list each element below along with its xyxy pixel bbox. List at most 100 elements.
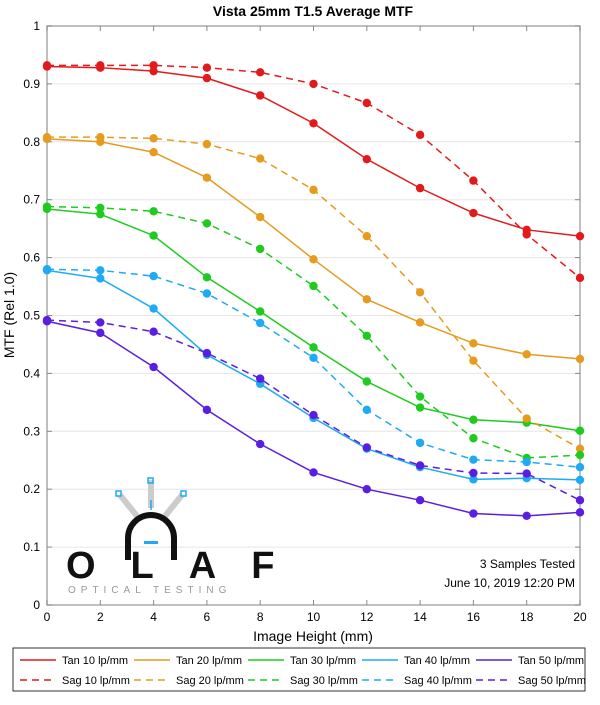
logo-name: OLAF [66, 545, 309, 587]
data-point [575, 231, 585, 241]
x-tick-label: 2 [97, 610, 104, 624]
y-tick-label: 0.1 [23, 540, 40, 554]
data-point [575, 426, 585, 435]
series-line [46, 269, 581, 481]
data-point [362, 377, 371, 386]
data-point [415, 288, 425, 297]
y-tick-label: 0.9 [23, 77, 40, 91]
x-tick-label: 14 [413, 610, 427, 624]
chart-title: Vista 25mm T1.5 Average MTF [213, 3, 414, 19]
x-tick-label: 18 [520, 610, 534, 624]
x-tick-label: 8 [257, 610, 264, 624]
series-line [46, 138, 581, 360]
data-point [42, 264, 52, 274]
logo-tagline: OPTICAL TESTING [68, 585, 231, 596]
data-point [149, 304, 158, 313]
y-tick-label: 0.5 [23, 309, 40, 323]
olaf-logo: OLAF OPTICAL TESTING [66, 477, 309, 596]
data-point [362, 231, 371, 241]
data-point [42, 315, 52, 325]
data-point [96, 318, 105, 327]
series-line [46, 205, 581, 459]
legend-entry: Tan 20 lp/mm [176, 655, 242, 667]
annotation-samples: 3 Samples Tested [480, 557, 575, 571]
legend-entry: Tan 10 lp/mm [62, 655, 128, 667]
series-sag-20-lp-mm [42, 132, 585, 453]
series-line [46, 208, 581, 432]
series-tan-30-lp-mm [42, 204, 585, 435]
data-point [202, 173, 212, 182]
data-point [256, 68, 265, 77]
legend-entry: Tan 30 lp/mm [290, 655, 356, 667]
y-tick-label: 0 [33, 598, 40, 612]
data-point [149, 61, 158, 70]
legend-entry: Sag 20 lp/mm [176, 675, 244, 687]
data-point [149, 271, 158, 281]
data-point [256, 318, 265, 328]
axis-ticks: 00.10.20.30.40.50.60.70.80.910 2 4 6 8 10 12 14… [23, 19, 587, 624]
series-tan-40-lp-mm [42, 266, 585, 485]
series-sag-40-lp-mm [42, 264, 585, 472]
data-point [309, 79, 318, 89]
data-point [469, 176, 478, 185]
data-point [362, 405, 371, 415]
data-point [96, 132, 105, 142]
data-point [309, 468, 318, 477]
data-point [415, 130, 425, 140]
series-tan-20-lp-mm [42, 134, 585, 364]
data-point [415, 392, 425, 401]
data-point [575, 508, 585, 517]
data-point [256, 212, 265, 222]
data-point [96, 203, 105, 213]
data-point [309, 343, 318, 352]
data-point [149, 327, 158, 336]
data-point [469, 356, 478, 365]
data-point [42, 61, 52, 70]
x-tick-label: 12 [360, 610, 374, 624]
y-tick-label: 0.4 [23, 366, 40, 380]
x-tick-label: 4 [150, 610, 157, 624]
data-point [202, 139, 212, 149]
series-tan-10-lp-mm [42, 62, 585, 241]
data-point [362, 331, 371, 340]
data-point [469, 468, 478, 478]
y-axis-label: MTF (Rel 1.0) [1, 272, 17, 358]
data-point [256, 154, 265, 163]
data-point [469, 475, 478, 484]
data-point [522, 511, 531, 521]
series-sag-10-lp-mm [42, 61, 585, 283]
legend: Tan 10 lp/mm Tan 20 lp/mm Tan 30 lp/mm Tan … [20, 655, 586, 687]
legend-box [12, 647, 586, 692]
legend-entry: Tan 50 lp/mm [518, 655, 584, 667]
x-tick-label: 6 [204, 610, 211, 624]
y-tick-label: 0.7 [23, 193, 40, 207]
data-point [202, 63, 212, 72]
data-point [96, 274, 105, 283]
data-point [149, 148, 158, 157]
data-point [256, 307, 265, 316]
data-point [415, 403, 425, 412]
data-point [96, 61, 105, 70]
x-axis-label: Image Height (mm) [253, 628, 373, 644]
data-point [309, 185, 318, 195]
y-tick-label: 0.6 [23, 251, 40, 265]
data-point [415, 318, 425, 327]
data-point [42, 132, 52, 142]
data-point [309, 255, 318, 264]
data-point [202, 405, 212, 415]
data-point [469, 455, 478, 464]
y-tick-label: 0.2 [23, 482, 40, 496]
data-point [42, 202, 52, 211]
data-point [415, 461, 425, 470]
data-point [309, 281, 318, 291]
data-point [362, 154, 371, 164]
data-point [309, 119, 318, 128]
data-point [362, 295, 371, 304]
data-point [362, 485, 371, 494]
legend-entry: Sag 10 lp/mm [62, 675, 130, 687]
data-point [309, 353, 318, 362]
data-point [149, 362, 158, 372]
series-sag-30-lp-mm [42, 202, 585, 463]
annotation-date: June 10, 2019 12:20 PM [444, 576, 575, 590]
